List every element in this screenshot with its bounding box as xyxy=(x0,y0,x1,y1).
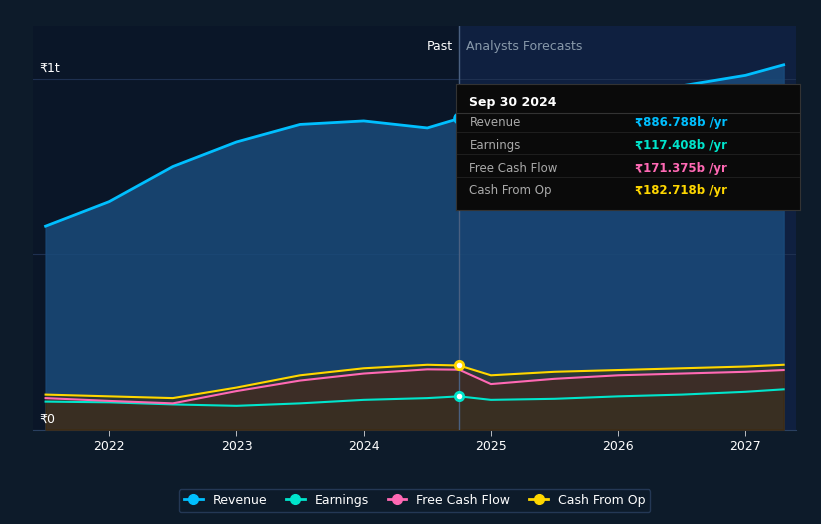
Bar xyxy=(459,26,796,430)
Legend: Revenue, Earnings, Free Cash Flow, Cash From Op: Revenue, Earnings, Free Cash Flow, Cash … xyxy=(179,489,650,512)
Text: ₹171.375b /yr: ₹171.375b /yr xyxy=(635,161,727,174)
Text: ₹117.408b /yr: ₹117.408b /yr xyxy=(635,139,727,152)
Bar xyxy=(33,26,459,430)
Text: ₹182.718b /yr: ₹182.718b /yr xyxy=(635,184,727,197)
Text: Free Cash Flow: Free Cash Flow xyxy=(470,161,557,174)
Text: Sep 30 2024: Sep 30 2024 xyxy=(470,96,557,110)
Text: ₹886.788b /yr: ₹886.788b /yr xyxy=(635,116,727,129)
Text: Past: Past xyxy=(427,40,453,53)
Text: Cash From Op: Cash From Op xyxy=(470,184,552,197)
Text: Earnings: Earnings xyxy=(470,139,521,152)
Text: Revenue: Revenue xyxy=(470,116,521,129)
Text: ₹1t: ₹1t xyxy=(39,62,60,75)
Text: Analysts Forecasts: Analysts Forecasts xyxy=(466,40,582,53)
Text: ₹0: ₹0 xyxy=(39,413,55,425)
